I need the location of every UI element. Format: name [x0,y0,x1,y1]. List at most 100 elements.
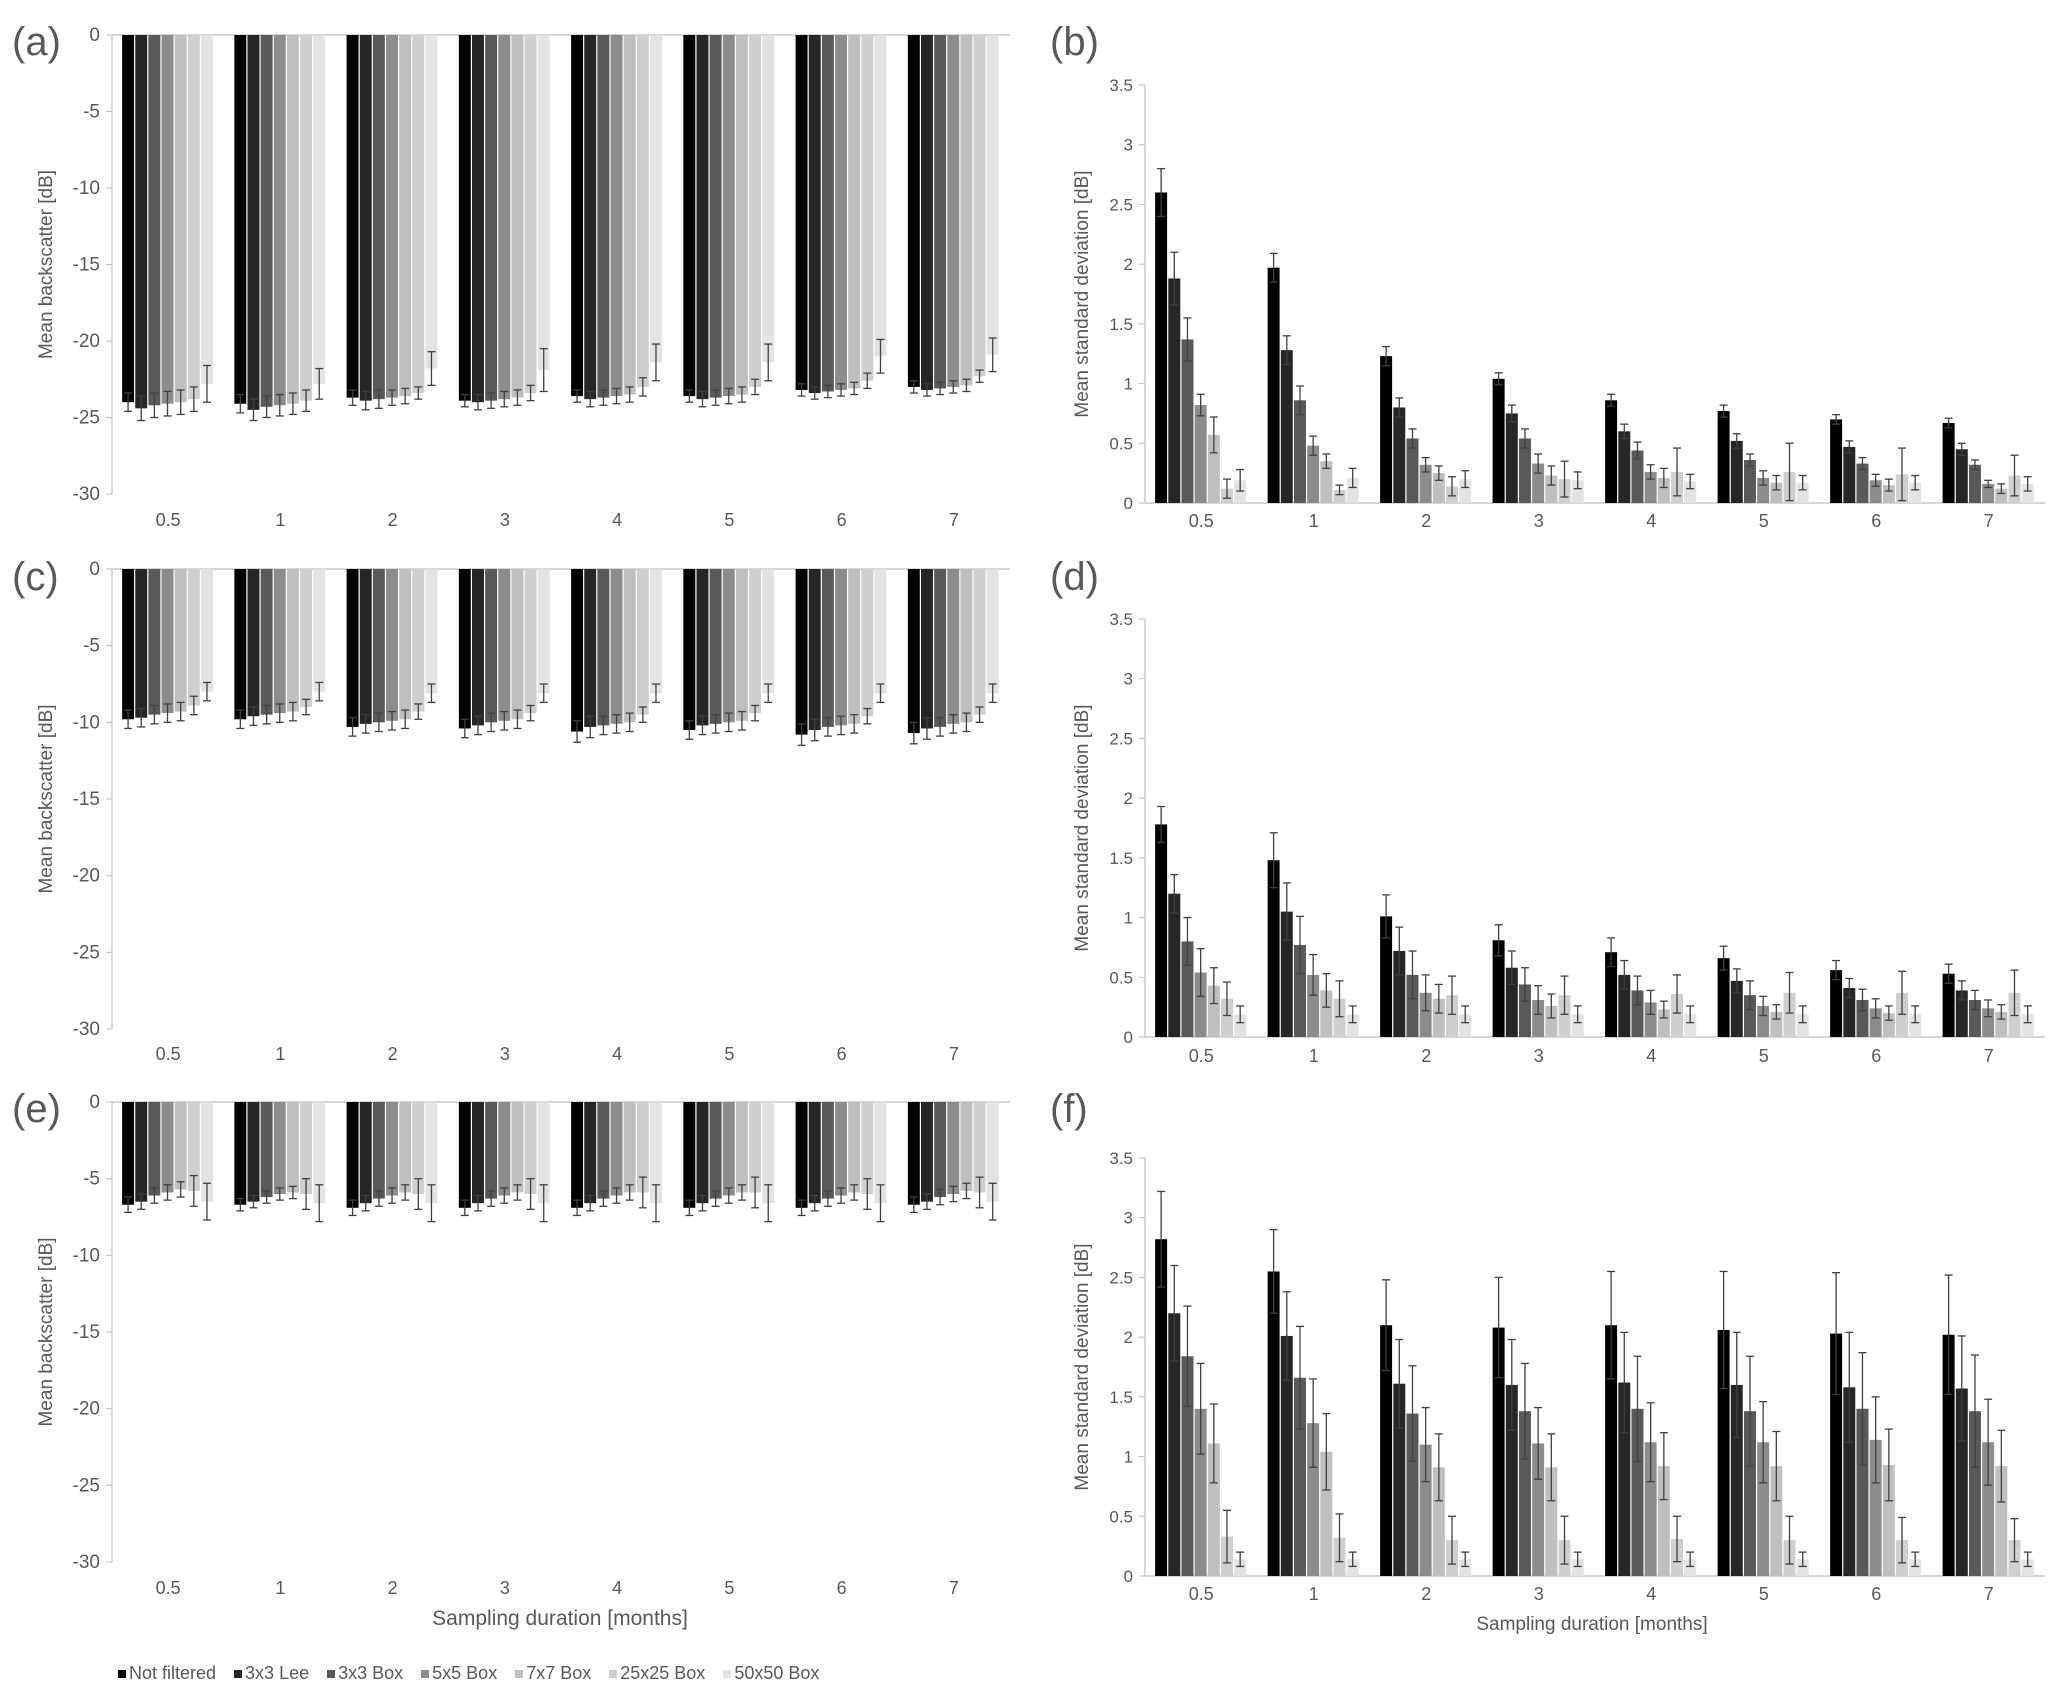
bar [1882,1464,1895,1576]
bar [835,1102,847,1196]
y-tick-label: 0 [1124,1567,1133,1586]
bar [537,35,550,371]
bar [498,35,511,400]
bar [1307,974,1320,1037]
bar [1982,483,1995,503]
bar [1770,482,1783,503]
bar [1684,1014,1697,1037]
bar [1492,378,1505,503]
bar [2021,1559,2034,1576]
bar [1346,1014,1359,1037]
bar [472,1102,484,1204]
bar [1168,893,1181,1037]
bar [1168,1313,1181,1576]
x-tick-label: 4 [1646,1584,1656,1604]
bar [359,569,372,724]
bar [300,569,313,707]
y-tick-label: 1 [1124,909,1133,928]
bar [636,569,649,715]
bar [247,1102,260,1202]
bar [1459,479,1472,503]
y-tick-label: 3.5 [1109,76,1133,95]
bar [947,35,960,387]
bar [412,1102,425,1194]
bar [1558,995,1571,1037]
bar [696,569,709,726]
legend-swatch [723,1669,732,1678]
legend-label: 3x3 Lee [245,1663,310,1683]
bar [1882,485,1895,503]
bar [636,35,649,387]
bar [874,1102,887,1204]
bar [696,35,709,400]
bar [1671,994,1683,1037]
bar [1830,419,1843,503]
bar [260,569,273,715]
y-tick-label: 2.5 [1109,195,1133,214]
bar [1505,413,1518,503]
bar [273,35,286,406]
bar [571,35,584,397]
bar [498,1102,511,1196]
bar [1909,482,1922,503]
bar [200,35,213,384]
bar [1419,992,1432,1037]
y-tick-label: 2 [1124,1328,1133,1347]
x-tick-label: 4 [612,1578,622,1598]
bar [372,35,385,400]
bar [649,569,662,694]
bar [1293,945,1306,1037]
bar [597,1102,610,1199]
bar [986,35,999,355]
x-tick-label: 7 [1984,1584,1994,1604]
bar [472,35,484,403]
bar [907,1102,920,1205]
y-tick-label: 3.5 [1109,1149,1133,1168]
bar [762,35,775,363]
bar [286,569,299,712]
bar [1181,1356,1194,1576]
bar [874,35,887,357]
legend-item-not-filtered: Not filtered [118,1663,216,1684]
x-tick-label: 3 [500,1044,510,1064]
x-tick-label: 4 [1646,1046,1656,1066]
bar [247,569,260,717]
bar [1869,1008,1882,1037]
x-tick-label: 7 [949,510,959,530]
bar [300,35,313,401]
bar [907,35,920,387]
bar [511,569,524,720]
bar [524,35,537,394]
bar [511,1102,524,1193]
y-tick-label: 0.5 [1109,434,1133,453]
bar [960,35,973,386]
bar [1995,1466,2008,1576]
bar [1393,407,1406,503]
bar [1796,1559,1809,1576]
x-tick-label: 1 [275,1578,285,1598]
x-tick-label: 7 [1984,511,1994,531]
bar [286,1102,299,1193]
bar [1757,1442,1770,1576]
y-tick-label: 3.5 [1109,610,1133,629]
bar [234,569,247,720]
bar [399,35,412,397]
bar [1320,990,1333,1037]
bar [346,1102,359,1208]
bar [122,1102,135,1205]
bar [973,1102,986,1193]
bar [571,1102,584,1208]
bar [1518,1411,1531,1576]
bar [1869,480,1882,503]
y-tick-label: 0 [1124,1028,1133,1047]
bar [1605,952,1618,1037]
legend-label: 5x5 Box [432,1663,498,1683]
bar [458,1102,471,1208]
bar [1631,990,1644,1037]
bar [234,35,247,404]
bar [359,1102,372,1204]
x-tick-label: 0.5 [1189,511,1214,531]
x-tick-label: 1 [275,1044,285,1064]
bar [821,569,834,727]
bar [683,35,696,397]
